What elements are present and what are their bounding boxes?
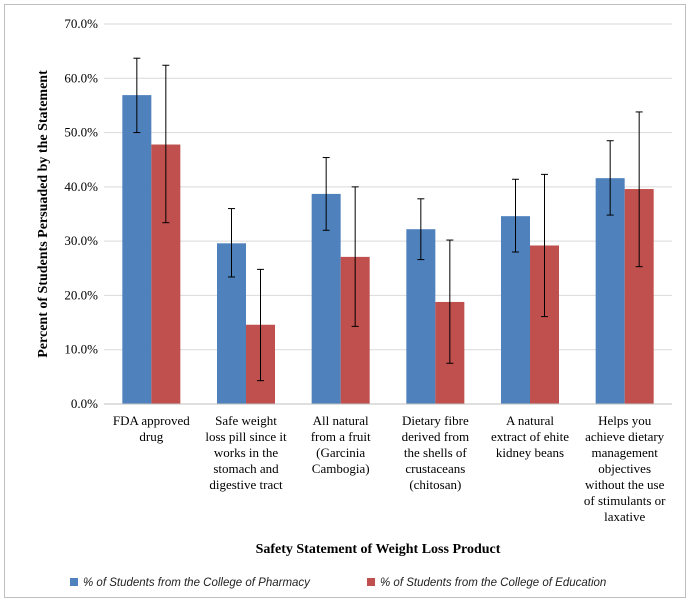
x-category-label: FDA approved drug xyxy=(113,413,190,444)
x-axis-title: Safety Statement of Weight Loss Product xyxy=(256,542,501,557)
y-tick-label: 50.0% xyxy=(64,125,98,140)
error-bar xyxy=(322,157,330,231)
error-bar xyxy=(635,111,643,268)
y-tick-label: 40.0% xyxy=(64,179,98,194)
y-tick-label: 10.0% xyxy=(64,342,98,357)
error-bar xyxy=(512,178,519,253)
y-tick-label: 30.0% xyxy=(64,233,98,248)
legend-label: % of Students from the College of Pharma… xyxy=(83,577,311,589)
x-category-label: All natural from a fruit (Garcinia Cambogia… xyxy=(311,413,371,476)
error-bar xyxy=(417,198,425,261)
bars xyxy=(122,95,654,404)
error-bar xyxy=(133,57,141,134)
gridlines xyxy=(104,23,672,351)
y-tick-label: 70.0% xyxy=(64,16,98,31)
y-axis-title: Percent of Students Persuaded by the Sta… xyxy=(36,70,51,358)
bar xyxy=(595,178,625,404)
y-tick-label: 0.0% xyxy=(71,396,98,411)
y-tick-label: 60.0% xyxy=(64,70,98,85)
legend-label: % of Students from the College of Educat… xyxy=(380,577,606,589)
error-bars xyxy=(133,57,643,382)
legend-swatch xyxy=(367,578,375,586)
x-category-label: Safe weight loss pill since it works in th… xyxy=(205,413,287,492)
x-category-label: A natural extract of ehite kidney beans xyxy=(491,413,569,460)
error-bar xyxy=(351,186,359,327)
x-axis-categories: FDA approved drug Safe weight loss pill sin… xyxy=(113,413,666,524)
legend-swatch xyxy=(70,578,78,586)
error-bar xyxy=(228,208,235,278)
error-bar xyxy=(162,64,170,224)
legend-item: % of Students from the College of Pharma… xyxy=(70,577,311,589)
x-category-label: Dietary fibre derived from the shells of cr… xyxy=(402,413,470,492)
error-bar xyxy=(606,140,614,216)
y-tick-label: 20.0% xyxy=(64,287,98,302)
y-axis-ticks: 0.0% 10.0% 20.0% 30.0% 40.0% 50.0% 60.0% 70.0% xyxy=(64,16,98,411)
legend: % of Students from the College of Pharma… xyxy=(70,577,606,589)
legend-item: % of Students from the College of Educat… xyxy=(367,577,606,589)
error-bar xyxy=(446,239,454,364)
x-category-label: Helps you achieve dietary management object… xyxy=(584,413,666,524)
bar xyxy=(122,95,152,404)
error-bar xyxy=(257,268,264,382)
error-bar xyxy=(541,173,548,318)
